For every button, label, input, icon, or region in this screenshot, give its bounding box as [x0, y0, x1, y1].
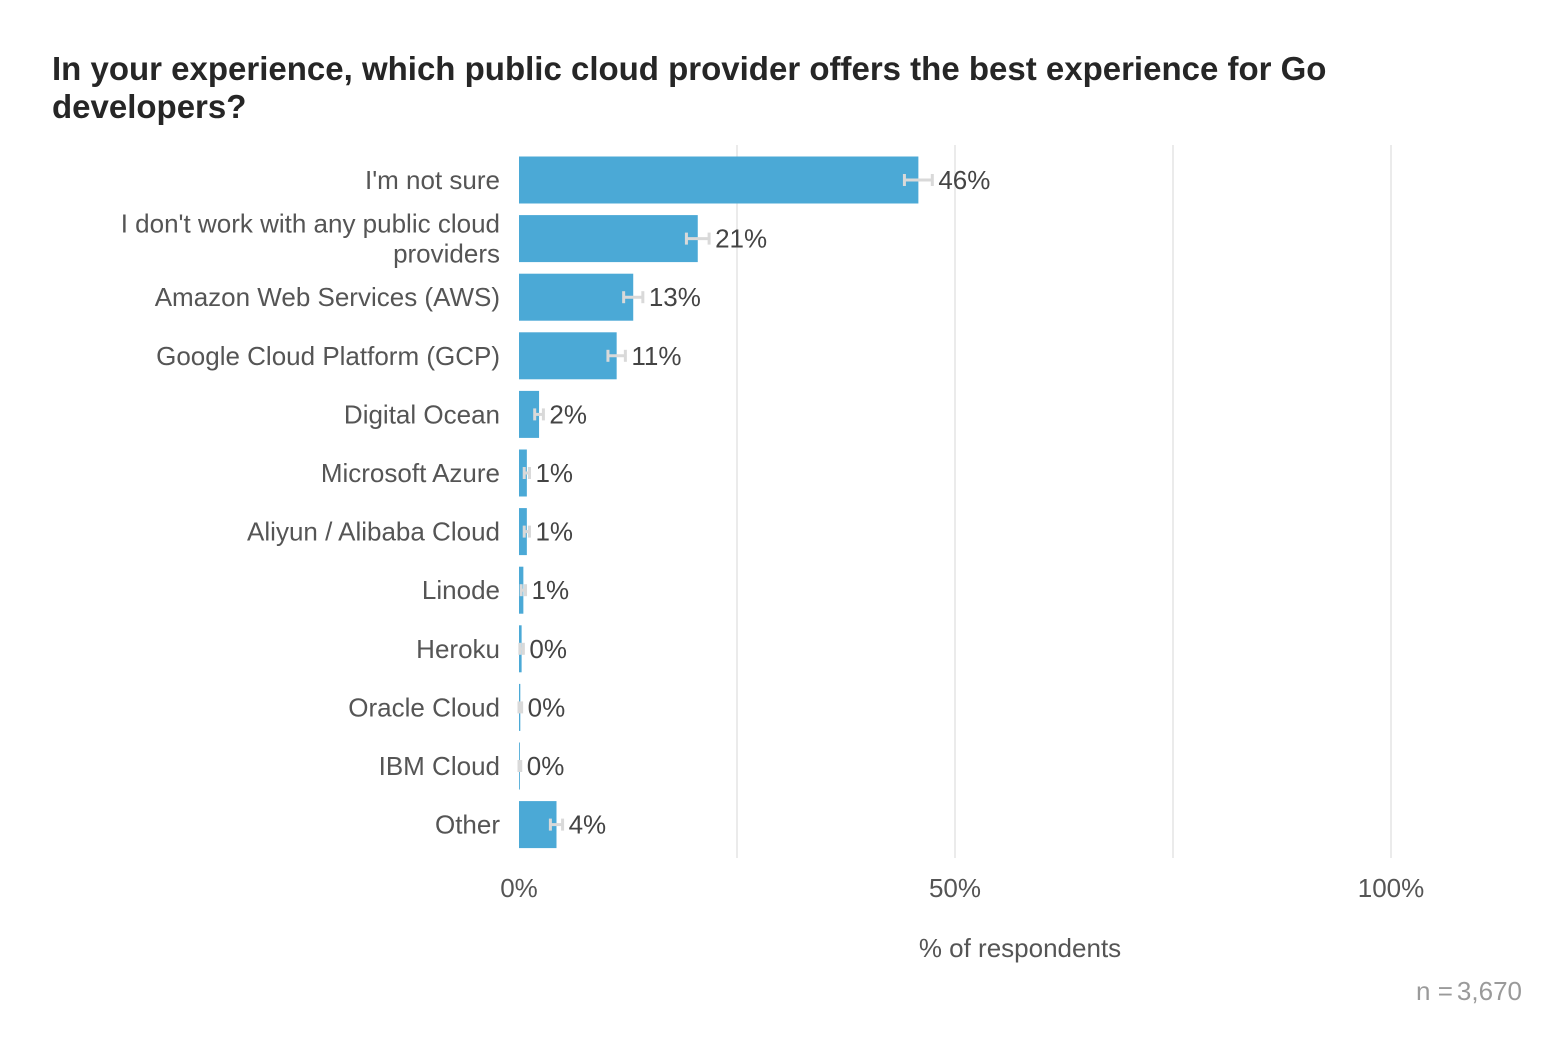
error-bar — [522, 467, 531, 479]
data-label: 0% — [528, 692, 566, 722]
data-label: 0% — [527, 751, 565, 781]
bar — [519, 273, 634, 321]
data-label: 4% — [569, 810, 607, 840]
category-label: Microsoft Azure — [321, 458, 500, 488]
error-bar — [684, 232, 711, 245]
category-label: I don't work with any public cloud provid… — [121, 209, 500, 269]
category-label-line: providers — [393, 239, 500, 269]
category-label: Google Cloud Platform (GCP) — [156, 341, 500, 371]
data-label: 2% — [549, 399, 587, 429]
bar — [519, 390, 540, 438]
category-label: Linode — [422, 575, 500, 605]
data-label: 13% — [649, 282, 701, 312]
bar — [519, 156, 919, 204]
x-tick-label: 100% — [1358, 873, 1425, 903]
chart-title: In your experience, which public cloud p… — [52, 50, 1327, 125]
gridlines — [736, 145, 1392, 858]
data-label: 21% — [715, 224, 767, 254]
data-label: 1% — [532, 575, 570, 605]
error-bar — [517, 760, 523, 772]
data-label: 0% — [529, 634, 567, 664]
error-bar — [519, 584, 528, 597]
category-label: Aliyun / Alibaba Cloud — [247, 517, 500, 547]
error-bar — [522, 525, 531, 538]
bar — [519, 332, 617, 380]
x-tick-label: 0% — [500, 873, 538, 903]
category-labels: I'm not sure I don't work with any public… — [121, 165, 501, 840]
x-tick-label: 50% — [929, 873, 981, 903]
data-label: 1% — [535, 517, 573, 547]
x-axis-title: % of respondents — [919, 933, 1121, 963]
error-bar — [622, 291, 645, 304]
category-label: Heroku — [416, 634, 500, 664]
data-label: 46% — [938, 165, 990, 195]
error-bar — [902, 174, 934, 186]
x-axis-ticks: 0% 50% 100% — [500, 873, 1424, 903]
category-label: I'm not sure — [365, 165, 500, 195]
error-bar — [606, 349, 627, 362]
error-bar — [518, 642, 525, 655]
error-bar — [533, 408, 545, 421]
data-label: 11% — [631, 341, 681, 371]
sample-size-value: 3,670 — [1456, 976, 1522, 1006]
error-bar — [548, 818, 565, 831]
bars: 46%21%13%11%2%1%1%1%0%0%0%4% — [517, 156, 990, 849]
category-label: Amazon Web Services (AWS) — [155, 282, 500, 312]
data-label: 1% — [535, 458, 573, 488]
category-label: Other — [435, 810, 500, 840]
sample-size-note: n = 3,670 — [1412, 976, 1522, 1007]
category-label: Digital Ocean — [344, 399, 500, 429]
category-label: Oracle Cloud — [348, 692, 500, 722]
error-bar — [517, 701, 524, 714]
sample-size-label: n = — [1416, 976, 1453, 1006]
category-label-line: I don't work with any public cloud — [121, 209, 500, 239]
bar — [519, 215, 698, 263]
category-label: IBM Cloud — [379, 751, 500, 781]
